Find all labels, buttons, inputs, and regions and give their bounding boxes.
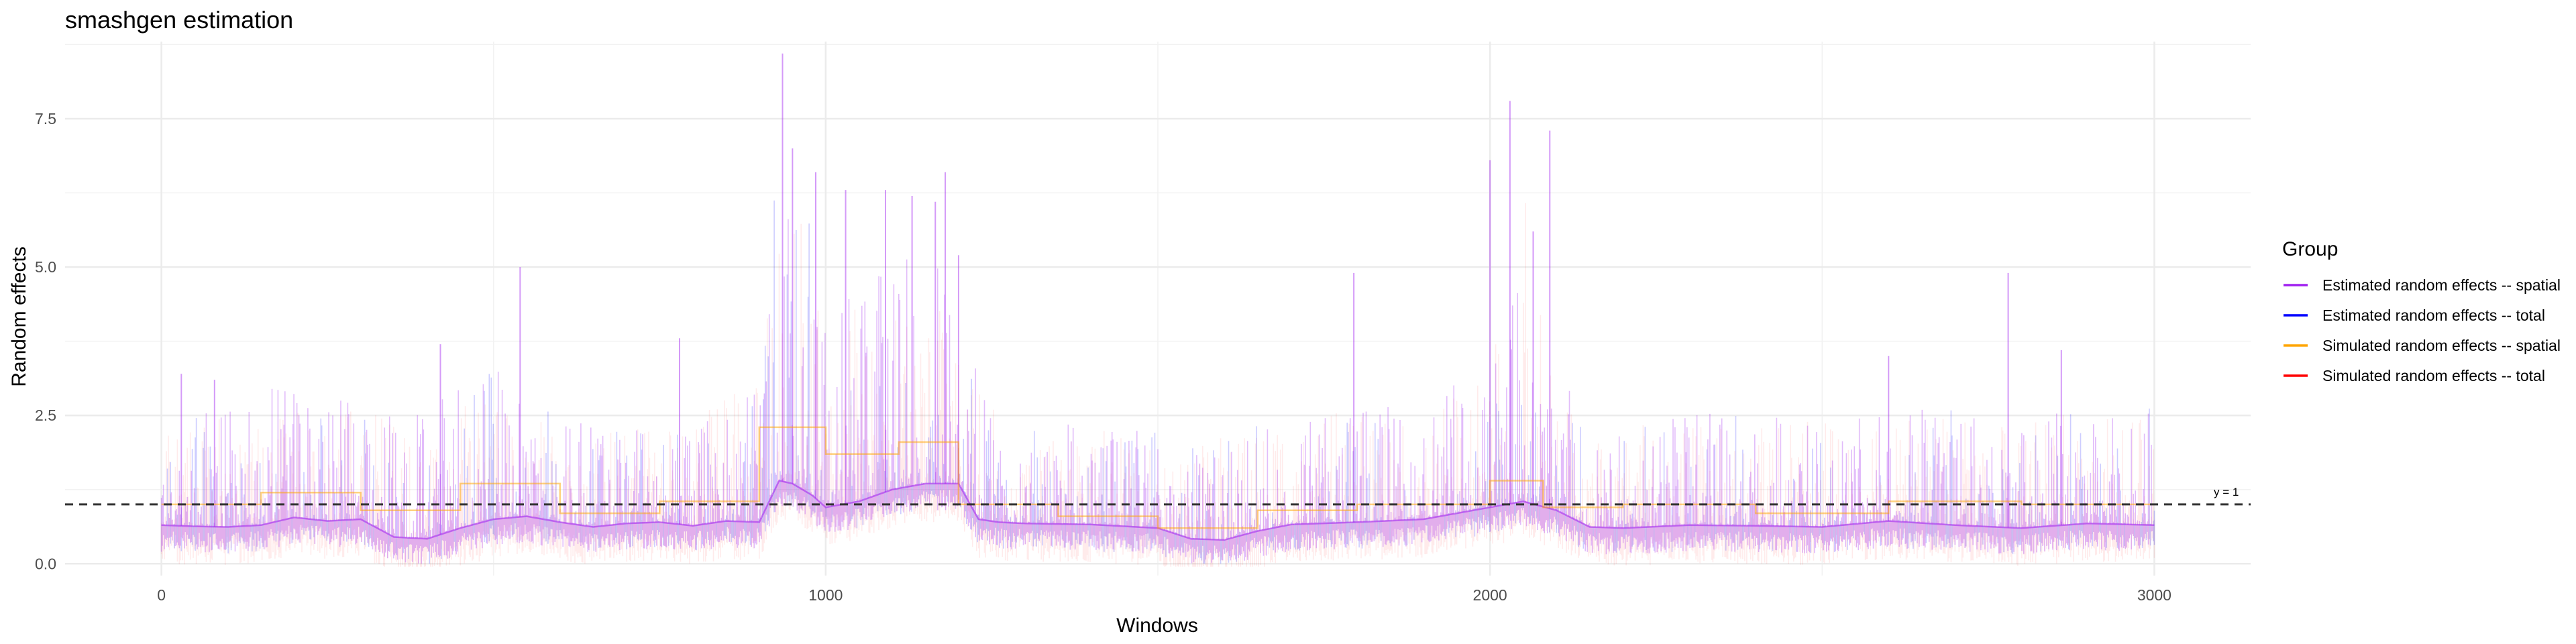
x-tick-label: 1000 xyxy=(808,586,843,604)
axis-ticks: 0 1000 2000 3000 0.0 2.5 5.0 7.5 xyxy=(35,110,2171,604)
legend: Group Estimated random effects -- spatial… xyxy=(2282,238,2561,384)
y-tick-label: 2.5 xyxy=(35,407,56,424)
legend-label: Simulated random effects -- total xyxy=(2322,367,2545,384)
y-tick-label: 0.0 xyxy=(35,555,56,572)
x-tick-label: 2000 xyxy=(1473,586,1507,604)
y-axis-title: Random effects xyxy=(8,246,30,387)
legend-label: Estimated random effects -- spatial xyxy=(2322,276,2561,294)
grid-major xyxy=(65,42,2251,576)
chart-title: smashgen estimation xyxy=(65,6,293,34)
x-axis-title: Windows xyxy=(1116,614,1198,637)
estimated-total-noise xyxy=(166,200,2155,564)
legend-label: Simulated random effects -- spatial xyxy=(2322,337,2561,354)
y-tick-label: 7.5 xyxy=(35,110,56,127)
noise-layer xyxy=(160,53,2155,567)
y-tick-label: 5.0 xyxy=(35,258,56,276)
series-line-0 xyxy=(161,480,2155,541)
reference-line-label: y = 1 xyxy=(2214,486,2239,498)
reference-line: y = 1 xyxy=(65,486,2251,506)
x-tick-label: 0 xyxy=(157,586,166,604)
legend-title: Group xyxy=(2282,238,2338,260)
x-tick-label: 3000 xyxy=(2137,586,2171,604)
legend-label: Estimated random effects -- total xyxy=(2322,307,2545,324)
grid-minor xyxy=(65,42,2251,576)
simulated-total-noise xyxy=(160,203,2155,567)
